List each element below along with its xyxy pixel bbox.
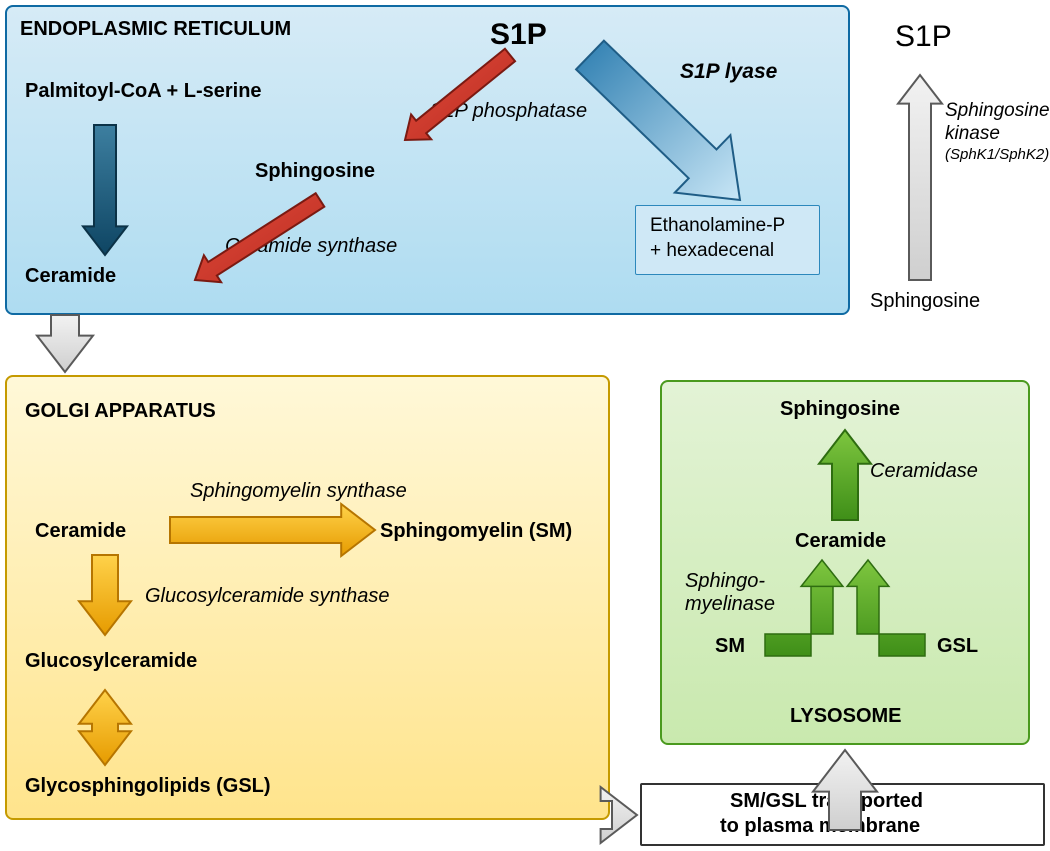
er-s1p: S1P	[490, 18, 547, 52]
ethanolamine-line1: Ethanolamine-P	[650, 215, 785, 237]
right-s1p: S1P	[895, 20, 952, 54]
lys-sm: SM	[715, 635, 745, 658]
golgi-title: GOLGI APPARATUS	[25, 400, 216, 423]
right-kinase-sub: (SphK1/SphK2)	[945, 146, 1049, 163]
lys-sphingomyelinase1: Sphingo-	[685, 570, 765, 593]
golgi-gluco-synthase: Glucosylceramide synthase	[145, 585, 390, 608]
right-sphingosine: Sphingosine	[870, 290, 980, 313]
golgi-sm: Sphingomyelin (SM)	[380, 520, 572, 543]
golgi-ceramide: Ceramide	[35, 520, 126, 543]
lys-ceramide: Ceramide	[795, 530, 886, 553]
er-title: ENDOPLASMIC RETICULUM	[20, 18, 291, 41]
er-ceramide: Ceramide	[25, 265, 116, 288]
lys-ceramidase: Ceramidase	[870, 460, 978, 483]
golgi-gsl: Glycosphingolipids (GSL)	[25, 775, 271, 798]
ethanolamine-line2: + hexadecenal	[650, 240, 774, 262]
smgsl-line2: to plasma membrane	[720, 815, 920, 838]
diagram-canvas: ENDOPLASMIC RETICULUM S1P Palmitoyl-CoA …	[0, 0, 1050, 851]
lys-title: LYSOSOME	[790, 705, 902, 728]
er-sphingosine: Sphingosine	[255, 160, 375, 183]
er-palmitoyl: Palmitoyl-CoA + L-serine	[25, 80, 262, 103]
er-s1p-lyase: S1P lyase	[680, 60, 777, 84]
lys-gsl: GSL	[937, 635, 978, 658]
er-ceramide-synthase: Ceramide synthase	[225, 235, 397, 258]
golgi-glucosylceramide: Glucosylceramide	[25, 650, 197, 673]
er-s1p-phosphatase: S1P phosphatase	[430, 100, 587, 123]
lysosome-compartment	[660, 380, 1030, 745]
right-kinase1: Sphingosine	[945, 100, 1050, 122]
smgsl-line1: SM/GSL transported	[730, 790, 923, 813]
right-kinase2: kinase	[945, 123, 1000, 145]
lys-sphingosine: Sphingosine	[780, 398, 900, 421]
lys-sphingomyelinase2: myelinase	[685, 593, 775, 616]
golgi-sm-synthase: Sphingomyelin synthase	[190, 480, 407, 503]
